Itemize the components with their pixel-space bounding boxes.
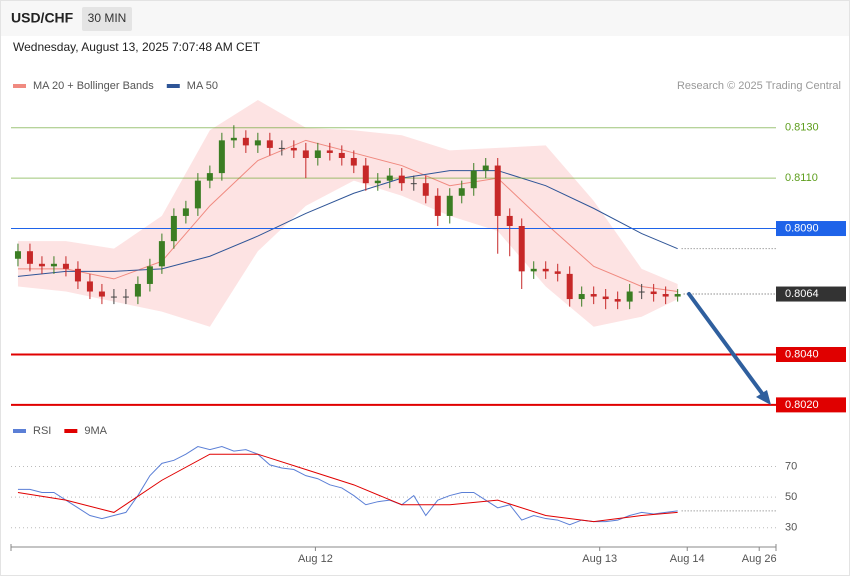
- candle-body: [266, 140, 273, 148]
- legend-label: MA 20 + Bollinger Bands: [33, 80, 154, 92]
- candle-body: [50, 263, 57, 267]
- header-bar: [1, 1, 849, 36]
- x-tick-label: Aug 26: [742, 553, 777, 565]
- level-label: 0.8040: [785, 348, 819, 360]
- timeframe-box[interactable]: [82, 7, 132, 31]
- legend-swatch: [64, 429, 78, 433]
- candle-body: [530, 268, 537, 272]
- legend-label: 9MA: [84, 425, 107, 437]
- candle-body: [494, 165, 501, 216]
- x-tick-label: Aug 12: [298, 553, 333, 565]
- candle-body: [254, 140, 261, 146]
- symbol: USD/CHF: [11, 10, 74, 26]
- candle-body: [590, 294, 597, 297]
- candle-body: [302, 150, 309, 158]
- candle-body: [170, 215, 177, 242]
- candle-body: [218, 140, 225, 174]
- candle-body: [158, 241, 165, 267]
- candle-body: [434, 195, 441, 216]
- candle-body: [26, 251, 33, 264]
- level-label: 0.8020: [785, 399, 819, 411]
- x-tick-label: Aug 14: [670, 553, 705, 565]
- level-label: 0.8090: [785, 222, 819, 234]
- candle-body: [374, 180, 381, 184]
- candle-body: [74, 268, 81, 282]
- legend-label: MA 50: [187, 80, 218, 92]
- candle-body: [122, 296, 129, 298]
- rsi-line: [17, 445, 678, 526]
- level-label: 0.8064: [785, 288, 819, 300]
- candle-body: [14, 251, 21, 259]
- rsi-panel: 70 50 30 Aug 12 Aug 13 Aug 14 Aug 26 RSI 9MA: [10, 425, 797, 565]
- candle-body: [626, 291, 633, 302]
- candle-body: [182, 208, 189, 216]
- candle-body: [98, 291, 105, 297]
- bollinger-band: [17, 100, 678, 327]
- candle-body: [398, 175, 405, 184]
- x-tick-label: Aug 13: [582, 553, 617, 565]
- candle-body: [278, 147, 285, 149]
- level-label-box: [776, 221, 846, 237]
- candle-body: [110, 296, 117, 298]
- forecast-arrow: [687, 292, 771, 405]
- candle-body: [386, 175, 393, 181]
- candle-body: [362, 165, 369, 184]
- candle-body: [554, 271, 561, 274]
- candle-body: [62, 263, 69, 269]
- level-label-box: [776, 346, 846, 362]
- candle-body: [482, 165, 489, 171]
- candle-body: [350, 157, 357, 166]
- candle-body: [86, 281, 93, 292]
- candle-body: [242, 137, 249, 146]
- level-label-box: [776, 397, 846, 413]
- candle-body: [314, 150, 321, 158]
- candle-body: [614, 299, 621, 302]
- y-tick-label: 50: [785, 491, 797, 503]
- timeframe[interactable]: 30 MIN: [88, 11, 127, 25]
- candle-body: [422, 183, 429, 196]
- y-tick-label: 70: [785, 460, 797, 472]
- level-label: 0.8130: [785, 122, 819, 134]
- candle-body: [518, 226, 525, 272]
- candle-body: [506, 215, 513, 227]
- candle-body: [38, 263, 45, 267]
- candle-body: [338, 152, 345, 158]
- candle-body: [290, 147, 297, 151]
- credit: Research © 2025 Trading Central: [677, 80, 841, 92]
- candle-body: [674, 294, 681, 297]
- level-label: 0.8110: [785, 172, 818, 184]
- y-tick-label: 30: [785, 522, 797, 534]
- candle-body: [194, 180, 201, 209]
- candle-body: [458, 188, 465, 196]
- candle-body: [470, 170, 477, 189]
- candle-body: [446, 195, 453, 216]
- candle-body: [650, 291, 657, 295]
- candle-body: [662, 294, 669, 297]
- candle-body: [638, 291, 645, 293]
- candle-body: [134, 283, 141, 297]
- legend-label: RSI: [33, 425, 51, 437]
- arrow-head: [756, 390, 771, 405]
- level-label-box: [776, 286, 846, 302]
- candle-body: [146, 266, 153, 284]
- arrow-shaft: [687, 292, 766, 398]
- legend-swatch: [13, 429, 26, 433]
- rsi-line: [17, 453, 678, 523]
- candle-body: [410, 183, 417, 185]
- legend-swatch: [166, 84, 180, 88]
- candle-body: [602, 296, 609, 300]
- ma-line: [17, 170, 678, 277]
- candle-body: [206, 173, 213, 181]
- candle-body: [326, 150, 333, 153]
- candle-body: [578, 294, 585, 300]
- candle-body: [542, 268, 549, 272]
- legend-swatch: [13, 84, 26, 88]
- candle-body: [566, 273, 573, 300]
- candle-body: [230, 137, 237, 141]
- price-panel: 0.8130 0.8110 0.8090 0.8064 0.8040 0.8020 MA 2…: [11, 80, 846, 413]
- date: Wednesday, August 13, 2025 7:07:48 AM CE…: [13, 40, 261, 54]
